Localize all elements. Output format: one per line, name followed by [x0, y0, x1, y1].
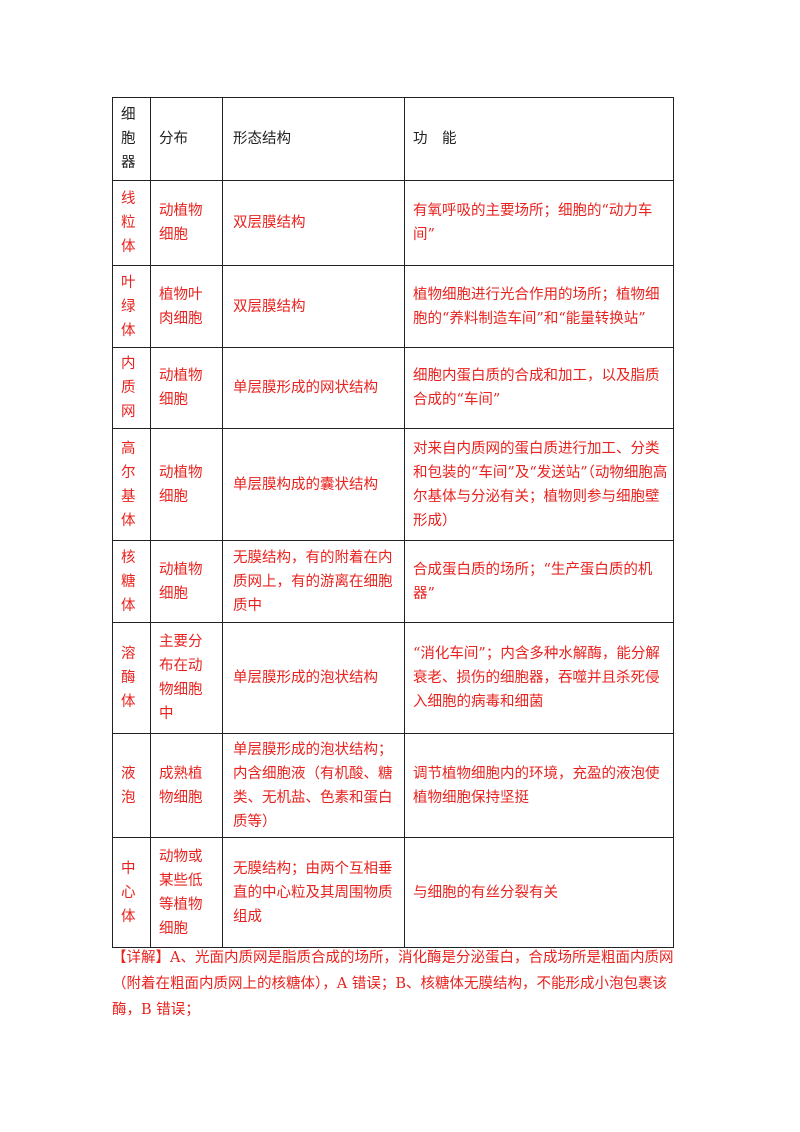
table-cell: 无膜结构，有的附着在内质网上，有的游离在细胞质中: [222, 540, 405, 623]
table-cell: 细胞内蛋白质的合成和加工，以及脂质合成的“车间”: [404, 347, 674, 429]
table-cell: 内质网: [112, 347, 151, 429]
table-cell: 叶绿体: [112, 265, 151, 348]
note-text: A、光面内质网是脂质合成的场所，消化酶是分泌蛋白，合成场所是粗面内质网（附着在粗…: [112, 950, 674, 1018]
table-cell: 植物叶肉细胞: [150, 265, 223, 348]
table-cell: 成熟植物细胞: [150, 733, 223, 838]
table-cell: 主要分布在动物细胞中: [150, 622, 223, 734]
table-row: 液泡 成熟植物细胞 单层膜形成的泡状结构；内含细胞液（有机酸、糖类、无机盐、色素和蛋…: [112, 733, 674, 838]
table-cell: 植物细胞进行光合作用的场所；植物细胞的“养料制造车间”和“能量转换站”: [404, 265, 674, 348]
table-cell: 双层膜结构: [222, 265, 405, 348]
table-cell: 单层膜形成的泡状结构: [222, 622, 405, 734]
table-cell: 单层膜构成的囊状结构: [222, 428, 405, 541]
table-row: 核糖体 动植物细胞 无膜结构，有的附着在内质网上，有的游离在细胞质中 合成蛋白质的场所…: [112, 540, 674, 623]
table-cell: 动植物细胞: [150, 428, 223, 541]
table-cell: 分布: [150, 97, 223, 181]
table-cell: 调节植物细胞内的环境，充盈的液泡使植物细胞保持坚挺: [404, 733, 674, 838]
explanation: 【详解】A、光面内质网是脂质合成的场所，消化酶是分泌蛋白，合成场所是粗面内质网（…: [112, 945, 674, 1023]
table-cell: 单层膜形成的网状结构: [222, 347, 405, 429]
table-cell: 液泡: [112, 733, 151, 838]
table-cell: 形态结构: [222, 97, 405, 181]
table-cell: 动植物细胞: [150, 180, 223, 266]
note-label: 【详解】: [112, 950, 170, 966]
table-row: 溶酶体 主要分布在动物细胞中 单层膜形成的泡状结构 “消化车间”；内含多种水解酶，能分…: [112, 622, 674, 734]
table-cell: 溶酶体: [112, 622, 151, 734]
table-row: 内质网 动植物细胞 单层膜形成的网状结构 细胞内蛋白质的合成和加工，以及脂质合成的“车…: [112, 347, 674, 429]
organelle-table: 细胞器 分布 形态结构功 能线粒体 动植物细胞 双层膜结构 有氧呼吸的主要场所；细胞的“动…: [112, 97, 674, 948]
table-cell: 动物或某些低等植物细胞: [150, 837, 223, 948]
table-cell: “消化车间”；内含多种水解酶，能分解衰老、损伤的细胞器，吞噬并且杀死侵入细胞的病…: [404, 622, 674, 734]
table-cell: 核糖体: [112, 540, 151, 623]
table-row: 细胞器 分布 形态结构功 能: [112, 97, 674, 181]
table-row: 线粒体 动植物细胞 双层膜结构 有氧呼吸的主要场所；细胞的“动力车间”: [112, 180, 674, 266]
table-cell: 对来自内质网的蛋白质进行加工、分类和包装的“车间”及“发送站”（动物细胞高尔基体…: [404, 428, 674, 541]
table-cell: 无膜结构；由两个互相垂直的中心粒及其周围物质组成: [222, 837, 405, 948]
table-cell: 高尔基体: [112, 428, 151, 541]
table-cell: 功 能: [404, 97, 674, 181]
table-cell: 有氧呼吸的主要场所；细胞的“动力车间”: [404, 180, 674, 266]
table-cell: 合成蛋白质的场所；“生产蛋白质的机器”: [404, 540, 674, 623]
table-cell: 单层膜形成的泡状结构；内含细胞液（有机酸、糖类、无机盐、色素和蛋白质等）: [222, 733, 405, 838]
table-cell: 动植物细胞: [150, 540, 223, 623]
table-cell: 与细胞的有丝分裂有关: [404, 837, 674, 948]
table-row: 中心体 动物或某些低等植物细胞 无膜结构；由两个互相垂直的中心粒及其周围物质组成 与细…: [112, 837, 674, 948]
table-cell: 线粒体: [112, 180, 151, 266]
table-row: 高尔基体 动植物细胞 单层膜构成的囊状结构 对来自内质网的蛋白质进行加工、分类和包装的…: [112, 428, 674, 541]
table-row: 叶绿体 植物叶肉细胞 双层膜结构 植物细胞进行光合作用的场所；植物细胞的“养料制造车间…: [112, 265, 674, 348]
table-cell: 双层膜结构: [222, 180, 405, 266]
table-cell: 动植物细胞: [150, 347, 223, 429]
table-cell: 中心体: [112, 837, 151, 948]
table-cell: 细胞器: [112, 97, 151, 181]
